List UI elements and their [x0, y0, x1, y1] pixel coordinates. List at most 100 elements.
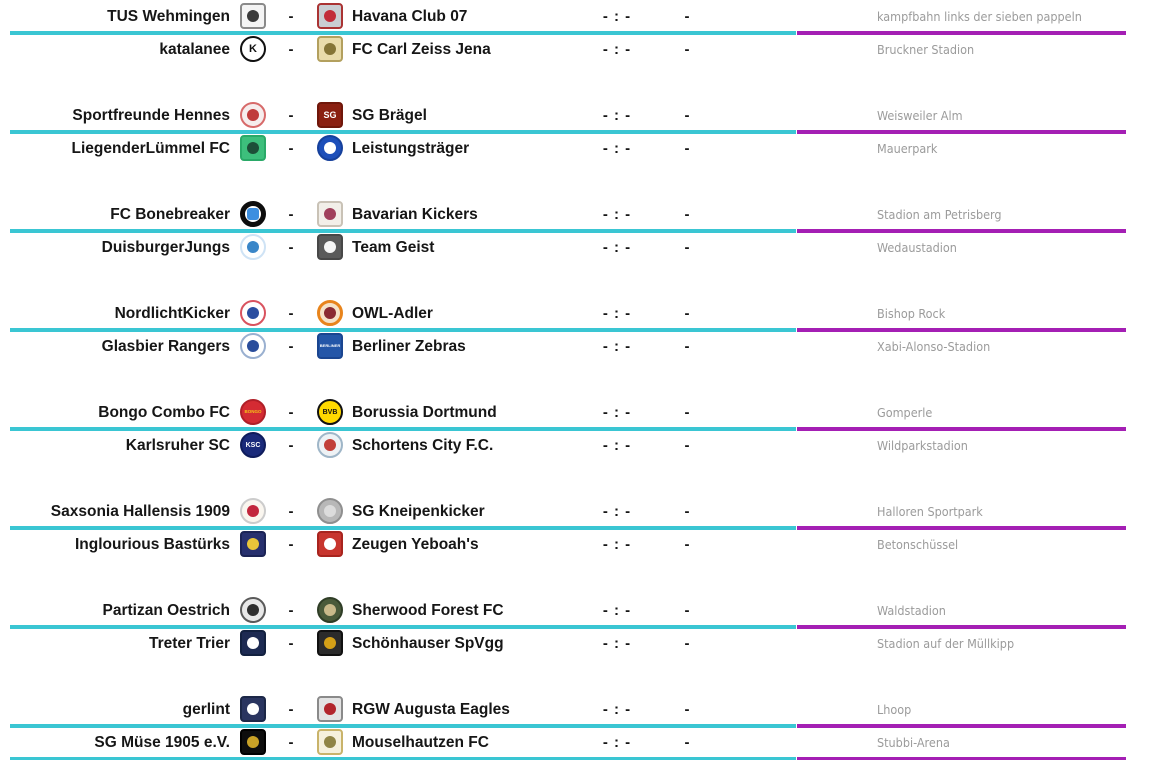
home-team-name[interactable]: NordlichtKicker: [114, 305, 230, 322]
home-team-logo[interactable]: [240, 234, 266, 260]
match-row[interactable]: NordlichtKicker - OWL-Adler - : - - Bish…: [0, 297, 1165, 332]
away-team-logo[interactable]: [317, 531, 343, 557]
away-team-logo[interactable]: [317, 696, 343, 722]
home-team-logo[interactable]: [240, 696, 266, 722]
away-team-name[interactable]: Leistungsträger: [352, 140, 470, 157]
home-team-name[interactable]: TUS Wehmingen: [107, 8, 230, 25]
away-team-name[interactable]: Bavarian Kickers: [352, 206, 478, 223]
away-team-logo[interactable]: SG: [317, 102, 343, 128]
score-placeholder[interactable]: - : -: [602, 305, 632, 322]
match-row[interactable]: FC Bonebreaker - Bavarian Kickers - : - …: [0, 198, 1165, 233]
away-team-name[interactable]: Schönhauser SpVgg: [352, 635, 504, 652]
away-team-logo[interactable]: [317, 630, 343, 656]
home-team-logo[interactable]: [240, 333, 266, 359]
away-team-name[interactable]: Zeugen Yeboah's: [352, 536, 479, 553]
match-row[interactable]: Sportfreunde Hennes - SG SG Brägel - : -…: [0, 99, 1165, 134]
logo-emblem: [324, 637, 336, 649]
home-team-logo[interactable]: KSC: [240, 432, 266, 458]
away-team-logo[interactable]: [317, 597, 343, 623]
score-placeholder[interactable]: - : -: [602, 404, 632, 421]
away-team-name[interactable]: Berliner Zebras: [352, 338, 466, 355]
away-team-name[interactable]: OWL-Adler: [352, 305, 433, 322]
away-team-logo[interactable]: [317, 729, 343, 755]
match-row[interactable]: Treter Trier - Schönhauser SpVgg - : - -…: [0, 627, 1165, 660]
away-team-logo[interactable]: [317, 36, 343, 62]
score-placeholder[interactable]: - : -: [602, 602, 632, 619]
away-team-logo[interactable]: [317, 432, 343, 458]
home-team-logo[interactable]: [240, 729, 266, 755]
match-row[interactable]: Glasbier Rangers - BERLINER Berliner Zeb…: [0, 330, 1165, 363]
away-team-name[interactable]: Borussia Dortmund: [352, 404, 497, 421]
away-team-name[interactable]: SG Brägel: [352, 107, 427, 124]
home-team-logo[interactable]: [240, 102, 266, 128]
logo-emblem: [247, 142, 259, 154]
home-team-logo[interactable]: [240, 498, 266, 524]
away-team-name[interactable]: Schortens City F.C.: [352, 437, 494, 454]
home-team-name[interactable]: Saxsonia Hallensis 1909: [50, 503, 230, 520]
home-team-logo[interactable]: [240, 3, 266, 29]
home-team-name[interactable]: Treter Trier: [149, 635, 230, 652]
score-placeholder[interactable]: - : -: [602, 635, 632, 652]
score-placeholder[interactable]: - : -: [602, 107, 632, 124]
home-team-name[interactable]: SG Müse 1905 e.V.: [94, 734, 230, 751]
home-team-logo[interactable]: [240, 201, 266, 227]
away-team-name[interactable]: FC Carl Zeiss Jena: [352, 41, 491, 58]
away-team-name[interactable]: Mouselhautzen FC: [352, 734, 489, 751]
home-team-logo[interactable]: [240, 135, 266, 161]
home-team-name[interactable]: Partizan Oestrich: [102, 602, 231, 619]
score-placeholder[interactable]: - : -: [602, 503, 632, 520]
match-row[interactable]: katalanee K - FC Carl Zeiss Jena - : - -…: [0, 33, 1165, 66]
score-placeholder[interactable]: - : -: [602, 41, 632, 58]
match-row[interactable]: Karlsruher SC KSC - Schortens City F.C. …: [0, 429, 1165, 462]
match-row[interactable]: Saxsonia Hallensis 1909 - SG Kneipenkick…: [0, 495, 1165, 530]
score-placeholder[interactable]: - : -: [602, 8, 632, 25]
match-row[interactable]: DuisburgerJungs - Team Geist - : - - Wed…: [0, 231, 1165, 264]
match-row[interactable]: LiegenderLümmel FC - Leistungsträger - :…: [0, 132, 1165, 165]
away-team-logo[interactable]: [317, 3, 343, 29]
score-placeholder[interactable]: - : -: [602, 701, 632, 718]
away-team-logo[interactable]: [317, 234, 343, 260]
score-placeholder[interactable]: - : -: [602, 206, 632, 223]
match-row[interactable]: Partizan Oestrich - Sherwood Forest FC -…: [0, 594, 1165, 629]
score-placeholder[interactable]: - : -: [602, 239, 632, 256]
home-team-name[interactable]: Sportfreunde Hennes: [72, 107, 230, 124]
match-row[interactable]: Inglourious Bastürks - Zeugen Yeboah's -…: [0, 528, 1165, 561]
match-row[interactable]: TUS Wehmingen - Havana Club 07 - : - - k…: [0, 0, 1165, 35]
match-row[interactable]: gerlint - RGW Augusta Eagles - : - - Lho…: [0, 693, 1165, 728]
home-team-logo[interactable]: [240, 630, 266, 656]
home-team-name[interactable]: LiegenderLümmel FC: [71, 140, 230, 157]
away-team-name[interactable]: RGW Augusta Eagles: [352, 701, 510, 718]
away-team-logo[interactable]: [317, 300, 343, 326]
home-team-name[interactable]: katalanee: [159, 41, 230, 58]
home-team-logo[interactable]: [240, 597, 266, 623]
home-team-name[interactable]: Inglourious Bastürks: [74, 536, 230, 553]
home-team-name[interactable]: Bongo Combo FC: [98, 404, 230, 421]
away-team-logo[interactable]: BVB: [317, 399, 343, 425]
home-team-logo[interactable]: [240, 531, 266, 557]
home-team-name[interactable]: DuisburgerJungs: [101, 239, 230, 256]
away-team-name[interactable]: Sherwood Forest FC: [352, 602, 504, 619]
away-team-name[interactable]: Havana Club 07: [352, 8, 468, 25]
away-team-name[interactable]: SG Kneipenkicker: [352, 503, 485, 520]
score-placeholder[interactable]: - : -: [602, 437, 632, 454]
home-team-logo[interactable]: [240, 300, 266, 326]
home-team-name[interactable]: FC Bonebreaker: [110, 206, 230, 223]
score-placeholder[interactable]: - : -: [602, 734, 632, 751]
home-team-name[interactable]: gerlint: [182, 701, 230, 718]
venue-name: Betonschüssel: [877, 537, 959, 552]
away-team-logo[interactable]: [317, 498, 343, 524]
away-team-logo[interactable]: BERLINER: [317, 333, 343, 359]
home-team-logo[interactable]: K: [240, 36, 266, 62]
away-team-logo[interactable]: [317, 201, 343, 227]
away-team-logo[interactable]: [317, 135, 343, 161]
score-placeholder[interactable]: - : -: [602, 338, 632, 355]
away-team-name[interactable]: Team Geist: [352, 239, 435, 256]
home-team-name[interactable]: Glasbier Rangers: [101, 338, 230, 355]
match-row[interactable]: SG Müse 1905 e.V. - Mouselhautzen FC - :…: [0, 726, 1165, 760]
home-team-name[interactable]: Karlsruher SC: [125, 437, 230, 454]
score-placeholder[interactable]: - : -: [602, 536, 632, 553]
venue-name: Halloren Sportpark: [877, 504, 983, 519]
score-placeholder[interactable]: - : -: [602, 140, 632, 157]
match-row[interactable]: Bongo Combo FC BONGO - BVB Borussia Dort…: [0, 396, 1165, 431]
home-team-logo[interactable]: BONGO: [240, 399, 266, 425]
